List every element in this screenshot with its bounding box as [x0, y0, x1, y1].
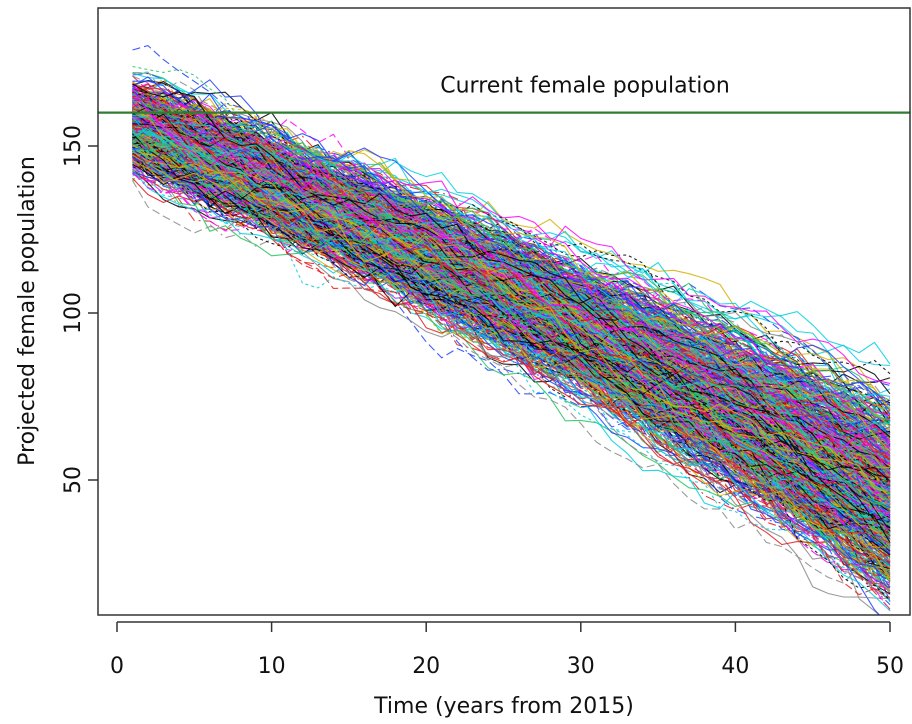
- y-tick-label: 100: [61, 292, 86, 334]
- trajectory-line: [132, 131, 891, 415]
- trajectory-line: [132, 160, 891, 494]
- trajectory-line: [132, 131, 891, 535]
- trajectory-line: [132, 94, 891, 496]
- trajectory-line: [132, 122, 891, 541]
- trajectory-line: [132, 114, 891, 457]
- trajectory-lines: [132, 44, 891, 615]
- trajectory-line: [132, 83, 891, 482]
- trajectory-line: [132, 143, 891, 589]
- x-tick-label: 10: [258, 654, 286, 679]
- trajectory-line: [132, 137, 891, 549]
- trajectory-line: [132, 110, 891, 487]
- trajectory-line: [132, 112, 891, 543]
- trajectory-line: [132, 109, 891, 497]
- trajectory-line: [132, 95, 891, 493]
- trajectory-line: [132, 143, 891, 502]
- y-tick-label: 150: [61, 125, 86, 167]
- plot-frame: [97, 7, 911, 616]
- trajectory-line: [132, 116, 891, 399]
- trajectory-line: [132, 168, 891, 493]
- trajectory-line: [132, 81, 891, 484]
- trajectory-line: [132, 115, 891, 400]
- trajectory-line: [132, 71, 891, 467]
- trajectory-line: [132, 129, 891, 510]
- y-tick-label: 50: [61, 466, 86, 494]
- trajectory-line: [132, 127, 891, 486]
- trajectory-line: [132, 131, 891, 421]
- trajectory-line: [132, 83, 891, 441]
- trajectory-line: [132, 156, 891, 498]
- x-tick-label: 0: [110, 654, 124, 679]
- trajectory-line: [132, 141, 891, 571]
- trajectory-line: [132, 146, 891, 399]
- trajectory-line: [132, 151, 891, 534]
- trajectory-line: [132, 113, 891, 525]
- trajectory-line: [132, 123, 891, 477]
- trajectory-line: [132, 100, 891, 546]
- x-tick-label: 20: [412, 654, 440, 679]
- trajectory-line: [132, 117, 891, 530]
- trajectory-line: [132, 113, 891, 491]
- trajectory-line: [132, 110, 891, 448]
- trajectory-line: [132, 115, 891, 411]
- y-axis-label: Projected female population: [15, 156, 40, 466]
- trajectory-line: [132, 155, 891, 551]
- trajectory-line: [132, 120, 891, 469]
- x-tick-label: 40: [721, 654, 749, 679]
- trajectory-line: [132, 80, 891, 531]
- trajectory-line: [132, 99, 891, 587]
- current-population-label: Current female population: [440, 74, 730, 99]
- trajectory-line: [132, 89, 891, 491]
- trajectory-line: [132, 96, 891, 494]
- trajectory-line: [132, 144, 891, 581]
- trajectory-line: [132, 163, 891, 522]
- trajectory-line: [132, 104, 891, 469]
- trajectory-line: [132, 122, 891, 474]
- trajectory-line: [132, 96, 891, 483]
- trajectory-line: [132, 128, 890, 489]
- x-tick-label: 30: [567, 654, 595, 679]
- x-axis-label: Time (years from 2015): [373, 694, 634, 719]
- x-tick-label: 50: [876, 654, 904, 679]
- trajectory-line: [132, 115, 891, 582]
- trajectory-line: [132, 144, 891, 509]
- trajectory-line: [132, 76, 891, 406]
- x-axis: 0 10 20 30 40 50: [110, 621, 904, 679]
- y-axis: 50 100 150: [61, 125, 98, 494]
- trajectory-line: [132, 112, 891, 532]
